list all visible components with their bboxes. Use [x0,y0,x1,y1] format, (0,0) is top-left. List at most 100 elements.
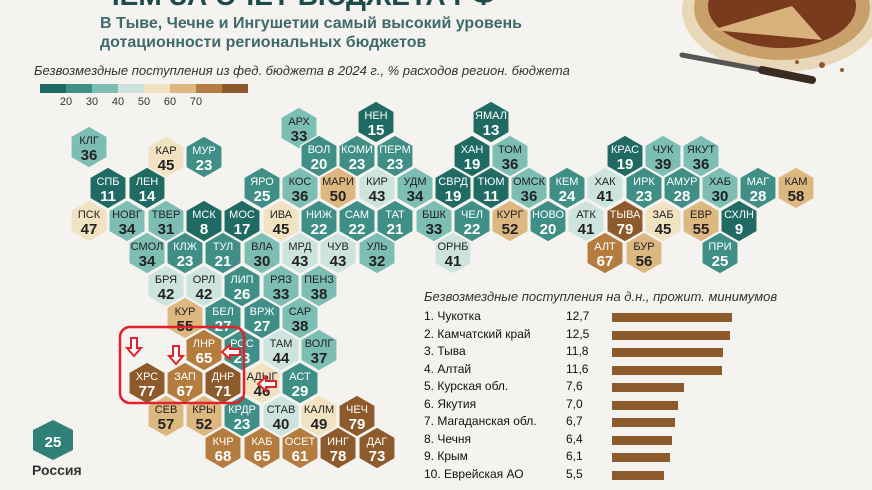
region-code: АРХ [288,116,310,128]
region-cell [319,166,357,210]
region-value: 14 [139,188,156,205]
region-value: 8 [200,221,208,238]
russia-label: Россия [32,462,82,478]
arrow-left-icon [256,374,277,394]
region-value: 9 [735,221,743,238]
region-cell [204,296,242,340]
region-code: КАЛМ [304,404,334,416]
region-value: 61 [292,448,309,465]
region-cell [243,166,281,210]
region-value: 26 [234,286,251,303]
region-cell [644,199,682,243]
region-value: 36 [502,156,519,173]
region-cell [491,134,529,178]
region-value: 55 [693,221,710,238]
region-cell [89,166,127,210]
region-cell [300,134,338,178]
region-code: ПЕНЗ [304,274,334,286]
region-cell [243,296,281,340]
legend-tick: 30 [85,96,99,108]
region-value: 25 [712,253,729,270]
region-cell [300,264,338,308]
region-code: КУРГ [497,209,524,221]
region-value: 41 [597,188,614,205]
region-value: 77 [139,383,156,400]
ranking-value: 11,6 [566,361,589,376]
region-cell [281,361,319,405]
region-value: 30 [712,188,729,205]
region-code: МОС [229,209,255,221]
region-cell [529,199,567,243]
ranking-bar [612,400,679,410]
region-value: 41 [578,221,595,238]
region-code: ПРИ [708,241,731,253]
region-code: ЧЕЧ [346,404,368,416]
region-cell [128,166,166,210]
region-cell [415,199,453,243]
region-value: 58 [788,188,805,205]
region-cell [281,426,319,470]
region-value: 43 [292,253,309,270]
region-value: 38 [311,286,328,303]
region-code: ОМСК [513,176,546,188]
region-value: 42 [196,286,213,303]
region-value: 17 [234,221,251,238]
region-cell [147,135,185,179]
ranking-title: Безвозмездные поступления на д.н., прожи… [424,289,778,304]
ranking-value: 6,7 [566,414,583,428]
region-value: 52 [196,416,213,433]
region-value: 45 [158,157,175,174]
color-legend [40,84,248,93]
region-code: ИВА [270,209,293,221]
region-value: 23 [196,157,213,174]
region-cell [280,106,318,150]
region-value: 24 [559,188,576,205]
region-cell [281,296,319,340]
region-value: 65 [196,350,213,367]
region-code: ХРС [136,371,159,383]
region-cell [338,134,376,178]
region-code: ОРНБ [437,241,468,253]
region-cell [625,166,663,210]
region-cell [223,264,261,308]
region-value: 34 [139,253,156,270]
region-code: РЯЗ [270,274,292,286]
region-value: 19 [464,156,481,173]
region-code: ЧУК [653,144,674,156]
region-cell [357,100,395,144]
region-value: 36 [693,156,710,173]
region-code: КРАС [611,144,639,156]
region-cell [147,264,185,308]
ranking-bar [612,435,673,445]
region-cell [644,134,682,178]
region-code: СХЛН [724,209,754,221]
region-cell [70,125,108,169]
region-code: ТОМ [498,144,522,156]
region-value: 73 [369,448,386,465]
region-code: КАБ [252,436,273,448]
region-code: ПСК [78,209,101,221]
ranking-label: 1. Чукотка [424,309,481,323]
region-cell [338,394,376,438]
region-cell [185,264,223,308]
region-value: 79 [349,416,366,433]
